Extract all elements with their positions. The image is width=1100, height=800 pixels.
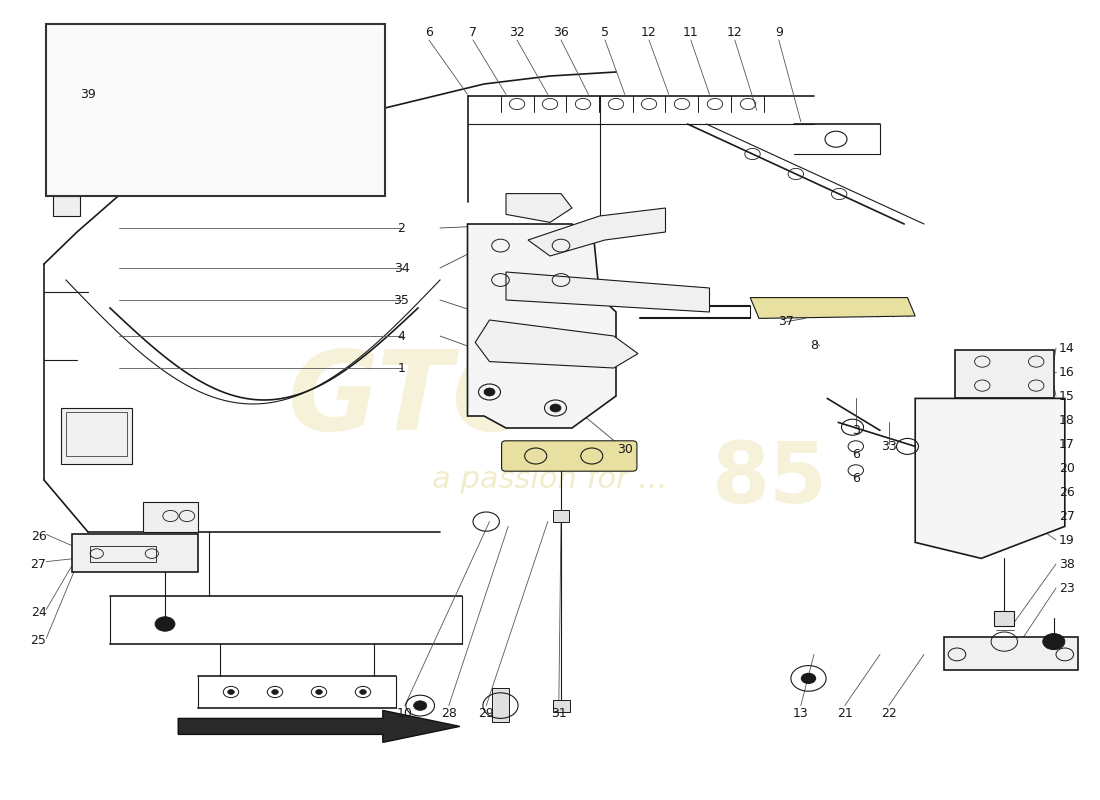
Text: 25: 25 [31,634,46,646]
Text: 9: 9 [774,26,783,38]
Text: 27: 27 [1059,510,1075,522]
Text: 6: 6 [425,26,433,38]
FancyBboxPatch shape [502,441,637,471]
Bar [66,412,126,456]
Text: 34: 34 [394,262,409,274]
Bar [75,106,95,115]
Bar [994,611,1014,626]
Polygon shape [528,208,666,256]
Text: 3: 3 [851,424,860,437]
Text: 8: 8 [810,339,818,352]
Polygon shape [468,224,616,428]
Bar [60,408,132,464]
Bar [492,688,509,722]
Text: 11: 11 [683,26,698,38]
Text: 39: 39 [80,88,96,101]
Text: 31: 31 [551,707,566,720]
Circle shape [360,690,366,694]
Bar [143,502,198,532]
Text: 22: 22 [881,707,896,720]
Text: 6: 6 [851,472,860,485]
Text: 38: 38 [1059,558,1075,570]
Polygon shape [750,298,915,318]
Text: 33: 33 [881,440,896,453]
Bar [53,196,80,216]
Text: 24: 24 [31,606,46,618]
Text: 10: 10 [397,707,412,720]
Text: 37: 37 [779,315,794,328]
FancyBboxPatch shape [46,24,385,196]
Bar [553,510,569,522]
Circle shape [801,673,816,684]
Bar [944,637,1078,670]
Text: 30: 30 [617,443,632,456]
Text: GTO: GTO [288,346,548,454]
Bar [90,546,156,562]
Text: 85: 85 [712,439,828,521]
Text: 18: 18 [1059,414,1075,426]
Text: 20: 20 [1059,462,1075,474]
Text: 16: 16 [1059,366,1075,378]
Text: 13: 13 [793,707,808,720]
Text: 35: 35 [394,294,409,306]
Circle shape [484,388,495,396]
Circle shape [272,690,278,694]
Text: 28: 28 [441,707,456,720]
Text: 14: 14 [1059,342,1075,354]
Text: 26: 26 [1059,486,1075,498]
Polygon shape [915,398,1065,558]
Circle shape [228,690,234,694]
Polygon shape [178,710,460,742]
Text: 21: 21 [837,707,852,720]
Text: 12: 12 [727,26,742,38]
Text: 12: 12 [641,26,657,38]
Bar [101,106,114,115]
Circle shape [1043,634,1065,650]
Circle shape [414,701,427,710]
Text: 5: 5 [601,26,609,38]
Text: 1: 1 [397,362,406,374]
Bar [72,534,198,572]
Circle shape [155,617,175,631]
Text: 15: 15 [1059,390,1075,402]
Text: 27: 27 [31,558,46,570]
Polygon shape [475,320,638,368]
Text: 26: 26 [31,530,46,542]
Text: 32: 32 [509,26,525,38]
Text: 23: 23 [1059,582,1075,594]
Text: 2: 2 [397,222,406,234]
Text: 29: 29 [478,707,494,720]
Circle shape [550,404,561,412]
Text: 17: 17 [1059,438,1075,450]
Circle shape [316,690,322,694]
Polygon shape [506,272,710,312]
Text: a passion for ...: a passion for ... [432,466,668,494]
Text: 7: 7 [469,26,477,38]
Text: 6: 6 [851,448,860,461]
Polygon shape [955,350,1054,398]
Text: 4: 4 [397,330,406,342]
Bar [553,700,570,712]
Polygon shape [506,194,572,222]
Text: 19: 19 [1059,534,1075,546]
Text: 36: 36 [553,26,569,38]
